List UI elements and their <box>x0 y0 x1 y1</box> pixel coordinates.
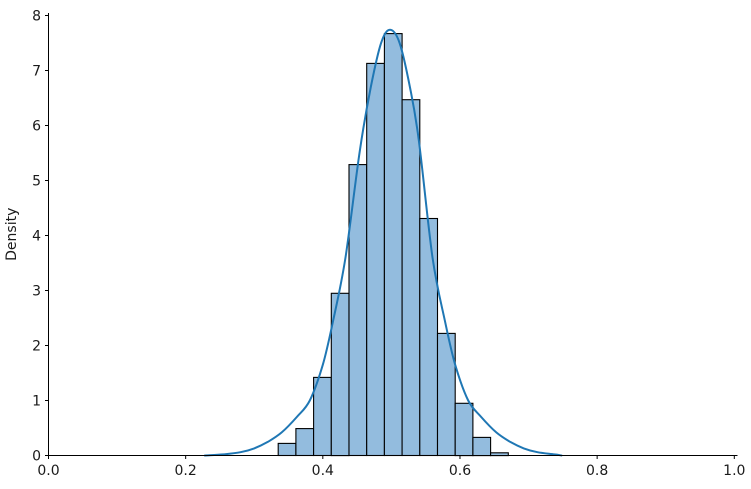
histogram-bar <box>277 442 297 457</box>
y-tick-label: 5 <box>32 174 41 190</box>
x-tick-label: 0.0 <box>37 463 59 479</box>
x-tick-label: 0.2 <box>175 463 197 479</box>
y-tick-label: 8 <box>32 9 41 25</box>
x-tick-label: 1.0 <box>723 463 745 479</box>
kde-curve <box>203 28 563 457</box>
histogram-bar <box>401 99 421 457</box>
histogram-bar <box>313 376 332 457</box>
y-tick-label: 3 <box>32 284 41 300</box>
histogram-bar <box>454 402 474 457</box>
y-tick-label: 6 <box>32 119 41 135</box>
x-tick-label: 0.8 <box>586 463 608 479</box>
histogram-bar <box>295 428 315 457</box>
histogram-bar <box>472 436 492 457</box>
histogram-bar <box>383 33 403 457</box>
histogram-bar <box>419 217 439 457</box>
y-tick-label: 7 <box>32 64 41 80</box>
y-tick-label: 4 <box>32 229 41 245</box>
y-tick-label: 2 <box>32 339 41 355</box>
y-axis-title: Density <box>4 208 20 261</box>
x-tick-label: 0.6 <box>449 463 471 479</box>
histogram-bar <box>366 62 385 457</box>
y-tick-label: 0 <box>32 449 41 465</box>
y-tick-label: 1 <box>32 394 41 410</box>
x-tick-label: 0.4 <box>312 463 334 479</box>
